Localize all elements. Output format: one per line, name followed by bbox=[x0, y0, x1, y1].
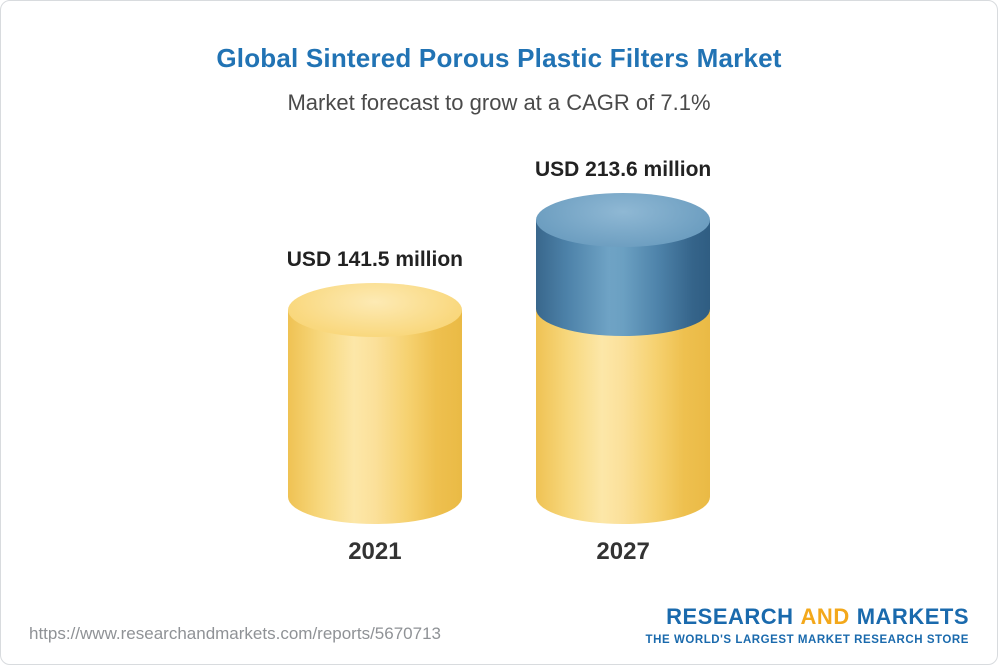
year-label-2027: 2027 bbox=[596, 538, 650, 565]
page-subtitle: Market forecast to grow at a CAGR of 7.1… bbox=[287, 90, 711, 115]
bar-column-2021: USD 141.5 million 2021 bbox=[287, 248, 463, 566]
cylinder-body-2021 bbox=[287, 310, 462, 524]
cylinder-bar-2027 bbox=[536, 193, 711, 524]
logo-word-research: RESEARCH bbox=[666, 604, 794, 629]
research-and-markets-logo: RESEARCH AND MARKETS THE WORLD'S LARGEST… bbox=[646, 604, 969, 646]
cylinder-bar-2021 bbox=[287, 283, 462, 524]
value-label-2027: USD 213.6 million bbox=[535, 158, 712, 181]
cylinder-top-cap-2027 bbox=[536, 193, 711, 247]
cylinder-top-cap-2021 bbox=[287, 283, 462, 337]
source-url: https://www.researchandmarkets.com/repor… bbox=[29, 624, 441, 643]
logo-wordmark: RESEARCH AND MARKETS bbox=[646, 604, 969, 630]
chart-area: USD 141.5 million 2021 USD 213.6 million… bbox=[1, 151, 997, 566]
value-label-2021: USD 141.5 million bbox=[286, 248, 463, 271]
logo-word-markets: MARKETS bbox=[856, 604, 969, 629]
cylinder-base-segment-2027 bbox=[536, 309, 711, 524]
page-title: Global Sintered Porous Plastic Filters M… bbox=[216, 43, 782, 73]
year-label-2021: 2021 bbox=[348, 538, 402, 565]
footer: https://www.researchandmarkets.com/repor… bbox=[29, 604, 969, 646]
logo-tagline: THE WORLD'S LARGEST MARKET RESEARCH STOR… bbox=[645, 634, 969, 646]
bar-column-2027: USD 213.6 million 2027 bbox=[535, 158, 711, 566]
logo-word-and: AND bbox=[800, 604, 850, 629]
